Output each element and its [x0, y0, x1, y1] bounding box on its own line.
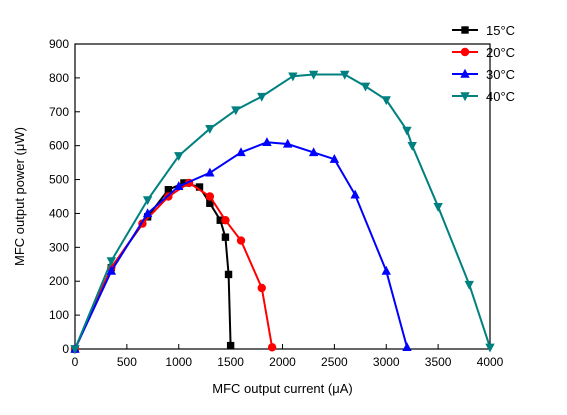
y-tick-label: 0 [62, 342, 69, 356]
data-point [257, 283, 266, 293]
series-layer [70, 70, 495, 355]
data-point [106, 257, 117, 267]
x-tick-label: 3000 [373, 355, 400, 369]
data-point [205, 167, 215, 177]
legend-marker [461, 26, 469, 34]
data-point [180, 179, 188, 187]
data-point [262, 137, 272, 146]
data-point [164, 186, 173, 194]
legend-label: 40°C [486, 89, 515, 104]
y-tick-label: 900 [49, 37, 69, 51]
data-point [308, 70, 319, 80]
data-point [433, 202, 443, 212]
data-point [381, 265, 391, 275]
legend-marker [460, 47, 470, 57]
x-tick-label: 2500 [321, 355, 348, 369]
data-point [216, 216, 224, 224]
data-point [308, 147, 319, 157]
data-point [226, 341, 235, 350]
y-tick-label: 800 [49, 71, 69, 85]
data-point [206, 199, 214, 207]
series-4 [70, 70, 495, 355]
y-tick-label: 500 [49, 173, 69, 187]
y-tick-label: 400 [49, 206, 69, 220]
data-point [221, 233, 230, 241]
x-tick-label: 3500 [425, 355, 452, 369]
data-point [402, 342, 412, 352]
data-point [221, 216, 230, 225]
legend-label: 15°C [486, 23, 515, 38]
data-point [257, 92, 267, 102]
y-tick-label: 200 [49, 274, 69, 288]
y-tick-label: 100 [49, 308, 69, 322]
data-point [174, 152, 184, 162]
y-axis-label: MFC output power (μW) [12, 127, 27, 266]
data-point [407, 141, 417, 151]
y-tick-label: 700 [49, 105, 69, 119]
data-point [142, 196, 153, 206]
data-point [464, 280, 474, 290]
data-point [350, 189, 360, 199]
data-point [142, 208, 153, 218]
data-point [236, 147, 246, 157]
data-point [360, 82, 371, 92]
legend-marker [460, 92, 470, 102]
data-point [485, 343, 495, 353]
legend-label: 20°C [486, 45, 515, 60]
y-tick-label: 600 [49, 139, 69, 153]
data-point [195, 183, 204, 191]
data-point [106, 265, 117, 275]
legend-marker [460, 68, 470, 78]
legend-item: 15°C [452, 23, 515, 38]
x-tick-label: 0 [72, 355, 79, 369]
legend-item: 40°C [452, 89, 515, 104]
legend-item: 20°C [452, 45, 515, 60]
data-point [70, 345, 80, 355]
y-tick-label: 300 [49, 240, 69, 254]
x-tick-label: 2000 [269, 355, 296, 369]
x-tick-label: 500 [117, 355, 137, 369]
legend: 15°C 20°C 30°C 40°C [452, 23, 515, 104]
data-point [340, 70, 350, 80]
data-point [329, 154, 340, 163]
data-point [381, 96, 391, 106]
data-point [236, 236, 246, 245]
legend-item: 30°C [452, 67, 515, 82]
series-3 [70, 137, 412, 353]
legend-label: 30°C [486, 67, 515, 82]
data-point [288, 72, 298, 82]
data-point [205, 125, 215, 134]
y-axis: 0 100 200 300 400 500 600 700 800 900 [49, 37, 80, 356]
data-point [224, 270, 233, 279]
data-point [402, 126, 412, 136]
x-axis-label: MFC output current (μA) [212, 381, 352, 396]
x-axis: 0 500 1000 1500 2000 2500 3000 3500 4000 [72, 344, 504, 369]
data-point [231, 106, 241, 116]
x-tick-label: 1500 [217, 355, 244, 369]
data-point [174, 181, 184, 191]
x-tick-label: 1000 [165, 355, 192, 369]
data-point [267, 343, 277, 352]
data-point [205, 192, 215, 201]
data-point [282, 138, 293, 148]
x-tick-label: 4000 [477, 355, 504, 369]
